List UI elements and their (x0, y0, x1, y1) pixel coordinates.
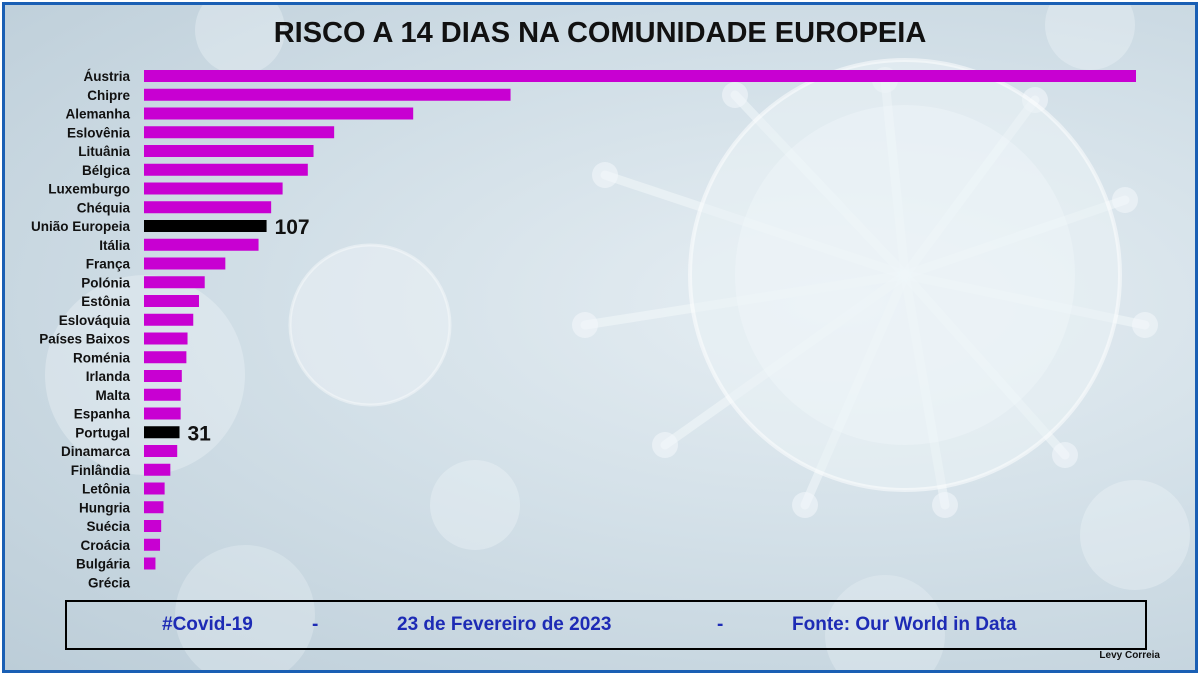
bar-luxemburgo (144, 182, 283, 195)
footer-source: Fonte: Our World in Data (792, 614, 1017, 635)
bar-eslovaquia (144, 313, 194, 326)
category-label-franca: França (86, 257, 131, 272)
bar-uniao-europeia (144, 220, 267, 232)
category-label-grecia: Grécia (88, 575, 131, 590)
footer-date: 23 de Fevereiro de 2023 (397, 614, 612, 635)
category-label-estonia: Estônia (81, 294, 130, 309)
category-label-bulgaria: Bulgária (76, 557, 131, 572)
bar-paises-baixos (144, 332, 188, 345)
category-label-luxemburgo: Luxemburgo (48, 182, 130, 197)
bar-italia (144, 238, 259, 251)
bar-suecia (144, 520, 162, 532)
bar-portugal (144, 426, 180, 439)
category-label-italia: Itália (99, 238, 130, 253)
bar-bulgaria (144, 557, 156, 570)
bar-polonia (144, 276, 205, 289)
bar-franca (144, 257, 226, 270)
bar-chipre (144, 88, 511, 101)
category-label-espanha: Espanha (74, 407, 131, 422)
bar-hungria (144, 501, 164, 514)
chart-title: RISCO A 14 DIAS NA COMUNIDADE EUROPEIA (273, 17, 927, 49)
category-label-malta: Malta (95, 388, 130, 403)
footer-separator-1: - (312, 614, 319, 635)
bar-chart: Áustria Chipre Alemanha Eslovênia Lituânia Bé… (31, 69, 1136, 590)
bar-estonia (144, 295, 199, 307)
category-label-dinamarca: Dinamarca (61, 444, 131, 459)
data-label-uniao-europeia: 107 (275, 216, 310, 239)
category-label-chipre: Chipre (87, 88, 130, 103)
category-label-alemanha: Alemanha (65, 107, 130, 122)
category-label-paises-baixos: Países Baixos (39, 332, 130, 347)
virus-background (45, 5, 1190, 670)
bar-malta (144, 388, 181, 401)
category-label-polonia: Polónia (81, 275, 130, 290)
category-label-uniao-europeia: União Europeia (31, 219, 131, 234)
bar-irlanda (144, 370, 182, 382)
category-label-suecia: Suécia (86, 519, 130, 534)
bar-eslovenia (144, 126, 335, 139)
bar-chequia (144, 201, 272, 214)
category-label-austria: Áustria (83, 69, 130, 84)
category-label-hungria: Hungria (79, 500, 130, 515)
bar-finlandia (144, 463, 171, 476)
bar-belgica (144, 163, 308, 176)
footer-box: #Covid-19 - 23 de Fevereiro de 2023 - Fo… (65, 600, 1147, 650)
category-label-lituania: Lituânia (78, 144, 130, 159)
bar-croacia (144, 538, 161, 551)
footer-hashtag: #Covid-19 (162, 614, 253, 635)
category-label-irlanda: Irlanda (86, 369, 131, 384)
bar-austria (144, 70, 1136, 82)
category-label-chequia: Chéquia (77, 200, 131, 215)
bar-letonia (144, 482, 165, 495)
author-credit: Levy Correia (1099, 650, 1160, 661)
bar-dinamarca (144, 445, 178, 457)
category-label-croacia: Croácia (80, 538, 130, 553)
data-label-portugal: 31 (188, 422, 212, 445)
bar-espanha (144, 407, 181, 420)
category-label-letonia: Letônia (82, 482, 130, 497)
category-label-finlandia: Finlândia (71, 463, 131, 478)
bar-romenia (144, 351, 187, 364)
category-label-eslovenia: Eslovênia (67, 125, 131, 140)
bar-lituania (144, 145, 314, 157)
category-label-eslovaquia: Eslováquia (59, 313, 131, 328)
footer-separator-2: - (717, 614, 724, 635)
bar-alemanha (144, 107, 414, 120)
category-label-romenia: Roménia (73, 350, 131, 365)
category-label-belgica: Bélgica (82, 163, 131, 178)
category-label-portugal: Portugal (75, 425, 130, 440)
